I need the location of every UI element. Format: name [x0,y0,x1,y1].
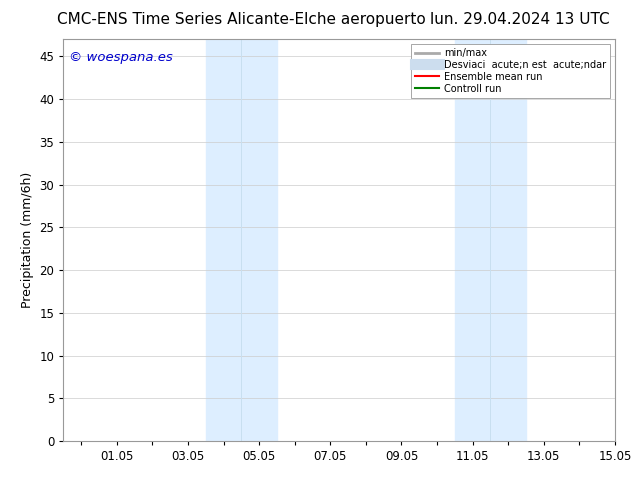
Text: © woespana.es: © woespana.es [69,51,172,64]
Y-axis label: Precipitation (mm/6h): Precipitation (mm/6h) [21,172,34,308]
Text: CMC-ENS Time Series Alicante-Elche aeropuerto: CMC-ENS Time Series Alicante-Elche aerop… [56,12,425,27]
Text: lun. 29.04.2024 13 UTC: lun. 29.04.2024 13 UTC [430,12,610,27]
Legend: min/max, Desviaci  acute;n est  acute;ndar, Ensemble mean run, Controll run: min/max, Desviaci acute;n est acute;ndar… [411,44,610,98]
Bar [455,39,526,441]
Bar [206,39,277,441]
